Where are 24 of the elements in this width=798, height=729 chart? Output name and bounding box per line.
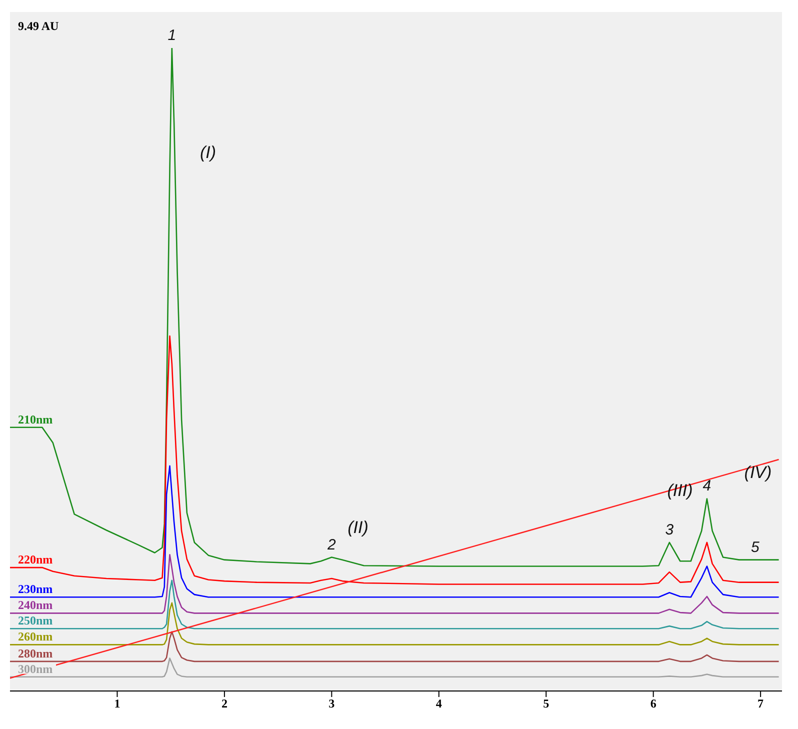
series-label: 250nm [18, 614, 53, 628]
x-tick-label: 7 [758, 696, 764, 711]
x-tick-label: 5 [543, 696, 550, 711]
annotation: 1 [168, 27, 176, 44]
annotation: 2 [326, 536, 336, 554]
series-label: 260nm [18, 630, 53, 644]
series-label: 230nm [18, 582, 53, 596]
x-tick-label: 2 [221, 696, 228, 711]
annotation: (I) [200, 143, 216, 162]
annotation: (II) [348, 518, 368, 537]
series-label: 210nm [18, 412, 53, 426]
x-tick-label: 6 [650, 696, 656, 711]
annotation: 4 [702, 478, 712, 495]
annotation: 3 [665, 521, 674, 538]
text: 9.49 AU [18, 19, 60, 33]
x-tick-label: 3 [328, 696, 335, 711]
x-tick-label: 1 [114, 696, 120, 711]
annotation: (IV) [744, 463, 772, 482]
series-label: 280nm [18, 646, 53, 660]
series-label: 300nm [18, 662, 53, 676]
series-label: 240nm [18, 598, 53, 612]
x-tick-label: 4 [436, 696, 442, 711]
annotation: 5 [751, 538, 760, 556]
series-label: 220nm [18, 552, 53, 567]
